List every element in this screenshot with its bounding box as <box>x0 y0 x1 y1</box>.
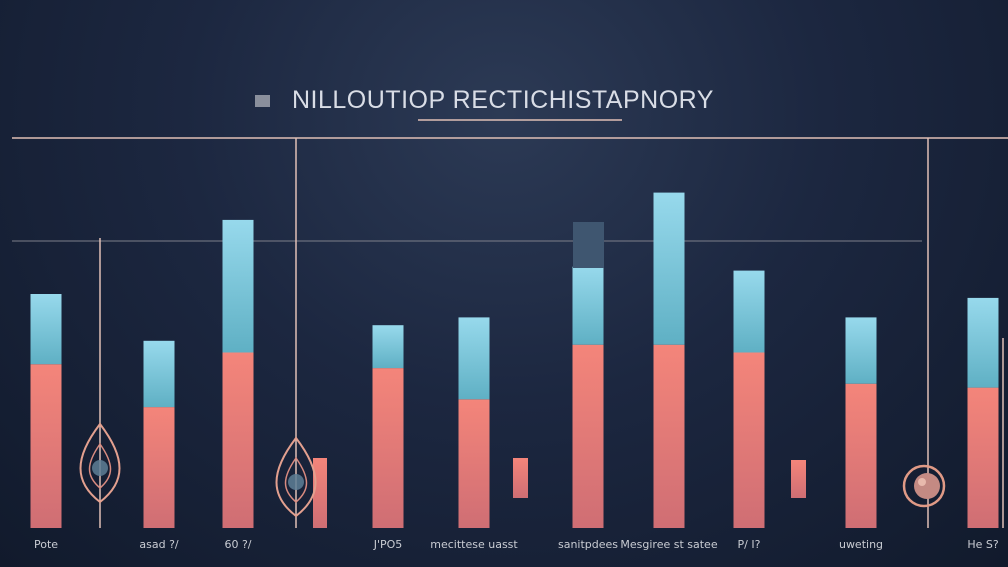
x-tick-label: sanitpdees <box>558 538 618 551</box>
bar-lower-segment <box>967 387 999 528</box>
x-tick-label: 60 ?/ <box>224 538 251 551</box>
bar-lower-segment <box>372 368 404 528</box>
title-square-icon <box>255 95 270 107</box>
bar-upper-segment <box>222 219 254 353</box>
x-tick-label: mecittese uasst <box>430 538 518 551</box>
bar-upper-segment <box>458 317 490 400</box>
bar-upper-segment <box>372 325 404 369</box>
accent-bar <box>513 458 528 498</box>
bar-lower-segment <box>143 407 175 528</box>
marker-icon <box>902 464 946 508</box>
x-tick-label: J'PO5 <box>373 538 403 551</box>
bar-upper-segment <box>653 192 685 345</box>
markers-layer <box>79 422 946 518</box>
x-tick-label: Mesgiree st satee <box>620 538 717 551</box>
accent-bar <box>791 460 806 498</box>
bar-upper-segment <box>967 297 999 388</box>
bar-lower-segment <box>30 364 62 528</box>
bar-lower-segment <box>222 352 254 528</box>
labels-layer: Pote asad ?/ 60 ?/ J'PO5 mecittese uasst sani… <box>34 538 999 551</box>
x-tick-label: Pote <box>34 538 58 551</box>
bar-lower-segment <box>458 399 490 528</box>
x-tick-label: P/ I? <box>738 538 761 551</box>
accent-bar <box>313 458 327 528</box>
bars-layer <box>30 192 999 528</box>
x-tick-label: asad ?/ <box>139 538 179 551</box>
x-tick-label: He S? <box>967 538 999 551</box>
bar-lower-segment <box>733 352 765 528</box>
bar-upper-segment <box>845 317 877 384</box>
bar-lower-segment <box>845 383 877 528</box>
marker-icon <box>275 436 317 518</box>
bar-lower-segment <box>653 344 685 528</box>
chart-title: NILLOUTIOP RECTICHISTAPNORY <box>292 86 714 114</box>
x-tick-label: uweting <box>839 538 883 551</box>
bar-lower-segment <box>572 344 604 528</box>
bar-upper-segment <box>143 340 175 408</box>
bar-upper-segment <box>30 294 62 365</box>
marker-icon <box>79 422 121 504</box>
bar-upper-segment <box>572 266 604 345</box>
bar-shadow-segment <box>573 222 604 268</box>
bar-upper-segment <box>733 270 765 353</box>
